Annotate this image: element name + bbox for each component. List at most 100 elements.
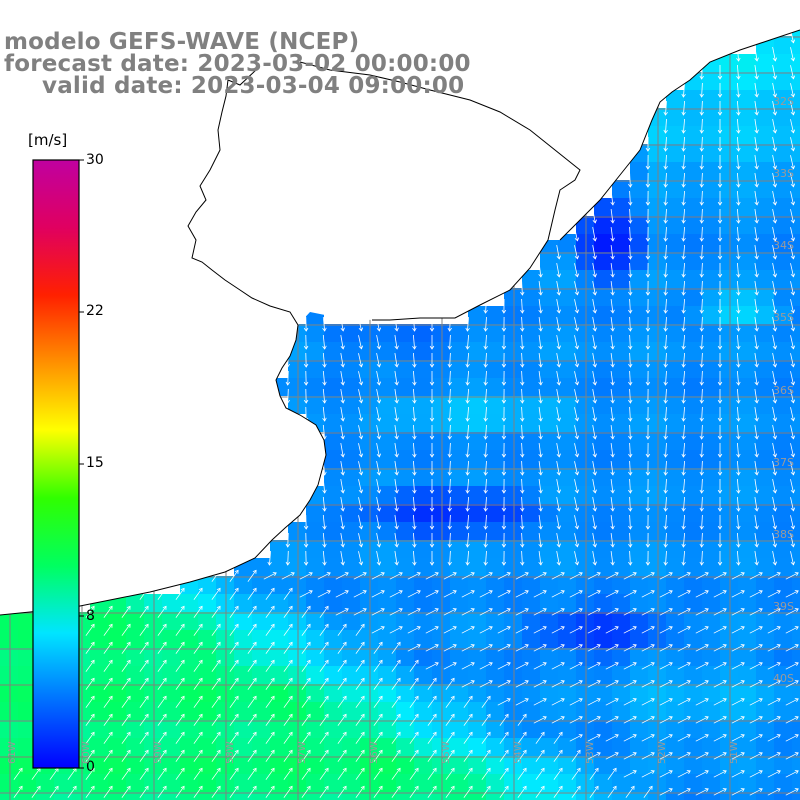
wind-arrow [247, 732, 257, 744]
wind-arrow [353, 608, 367, 616]
wind-arrow-head [162, 659, 167, 664]
wind-arrow [193, 768, 203, 780]
wind-arrow [337, 642, 347, 654]
wind-cell [144, 648, 162, 666]
wind-arrow [413, 388, 415, 404]
wind-arrow [749, 590, 763, 598]
wind-arrow [623, 752, 637, 760]
wind-arrow-head [628, 525, 633, 530]
wind-arrow [683, 82, 685, 98]
wind-arrow [211, 768, 221, 780]
wind-arrow-head [699, 345, 704, 350]
wind-arrow [790, 479, 794, 493]
wind-cell [558, 756, 576, 774]
wind-arrow-head [776, 662, 781, 666]
wind-arrow [574, 299, 578, 313]
wind-arrow-head [663, 453, 668, 458]
wind-arrow-head [632, 662, 637, 666]
wind-cell [342, 792, 360, 800]
wind-arrow [772, 47, 776, 61]
wind-cell [630, 180, 648, 198]
wind-arrow-head [322, 543, 327, 548]
wind-cell [198, 594, 216, 612]
wind-arrow-head [362, 590, 367, 594]
wind-arrow [413, 334, 415, 350]
wind-cell [630, 234, 648, 252]
wind-arrow [701, 280, 703, 296]
wind-arrow-head [681, 417, 686, 422]
wind-arrow-head [414, 767, 419, 772]
wind-cell [756, 666, 774, 684]
wind-arrow [556, 317, 560, 331]
wind-arrow [605, 752, 619, 760]
wind-cell [342, 540, 360, 558]
wind-arrow-head [772, 273, 778, 278]
wind-arrow-head [592, 327, 597, 332]
wind-cell [594, 756, 612, 774]
wind-cell [594, 468, 612, 486]
wind-cell [468, 666, 486, 684]
wind-arrow-head [483, 507, 488, 512]
wind-arrow-head [790, 93, 796, 98]
wind-cell [630, 288, 648, 306]
wind-cell [684, 540, 702, 558]
wind-arrow [574, 371, 578, 385]
wind-arrow-head [126, 785, 131, 790]
wind-cell [198, 684, 216, 702]
wind-arrow [521, 532, 523, 548]
wind-cell [468, 648, 486, 666]
wind-cell [486, 774, 504, 792]
wind-cell [648, 612, 666, 630]
wind-cell [396, 378, 414, 396]
wind-arrow [731, 572, 745, 580]
wind-arrow [281, 572, 295, 580]
wind-arrow-head [754, 309, 759, 314]
wind-arrow [413, 352, 415, 368]
wind-cell [720, 630, 738, 648]
wind-cell [774, 504, 792, 522]
wind-arrow-head [699, 507, 704, 512]
wind-arrow [283, 588, 293, 600]
wind-arrow [229, 732, 239, 744]
wind-arrow-head [108, 713, 113, 718]
wind-arrow [737, 460, 739, 476]
wind-cell [360, 666, 378, 684]
wind-cell [306, 756, 324, 774]
wind-arrow [665, 280, 667, 296]
wind-cell [378, 792, 396, 800]
wind-cell [324, 792, 342, 800]
wind-cell [756, 702, 774, 720]
wind-arrow-head [663, 147, 668, 152]
wind-arrow-head [483, 381, 488, 386]
wind-arrow [731, 608, 745, 616]
wind-arrow [247, 678, 257, 690]
wind-cell [738, 360, 756, 378]
wind-arrow-head [717, 273, 723, 278]
wind-arrow [538, 353, 542, 367]
wind-arrow [340, 407, 344, 421]
wind-arrow [754, 227, 758, 241]
wind-arrow [467, 460, 469, 476]
wind-arrow [790, 281, 794, 295]
wind-arrow-head [699, 399, 704, 404]
wind-arrow-head [465, 507, 470, 512]
wind-cell [306, 540, 324, 558]
wind-arrow [467, 442, 469, 458]
wind-arrow [139, 768, 149, 780]
wind-arrow-head [790, 183, 796, 188]
wind-arrow-head [234, 623, 239, 628]
wind-arrow-head [398, 626, 403, 630]
wind-cell [576, 684, 594, 702]
wind-cell [576, 720, 594, 738]
wind-arrow [157, 624, 167, 636]
wind-cell [540, 612, 558, 630]
wind-cell [180, 756, 198, 774]
wind-arrow [556, 245, 560, 259]
wind-arrow [515, 698, 529, 706]
wind-cell [90, 630, 108, 648]
wind-cell [360, 432, 378, 450]
wind-arrow [538, 497, 542, 511]
wind-arrow-head [358, 417, 364, 422]
wind-cell [108, 612, 126, 630]
